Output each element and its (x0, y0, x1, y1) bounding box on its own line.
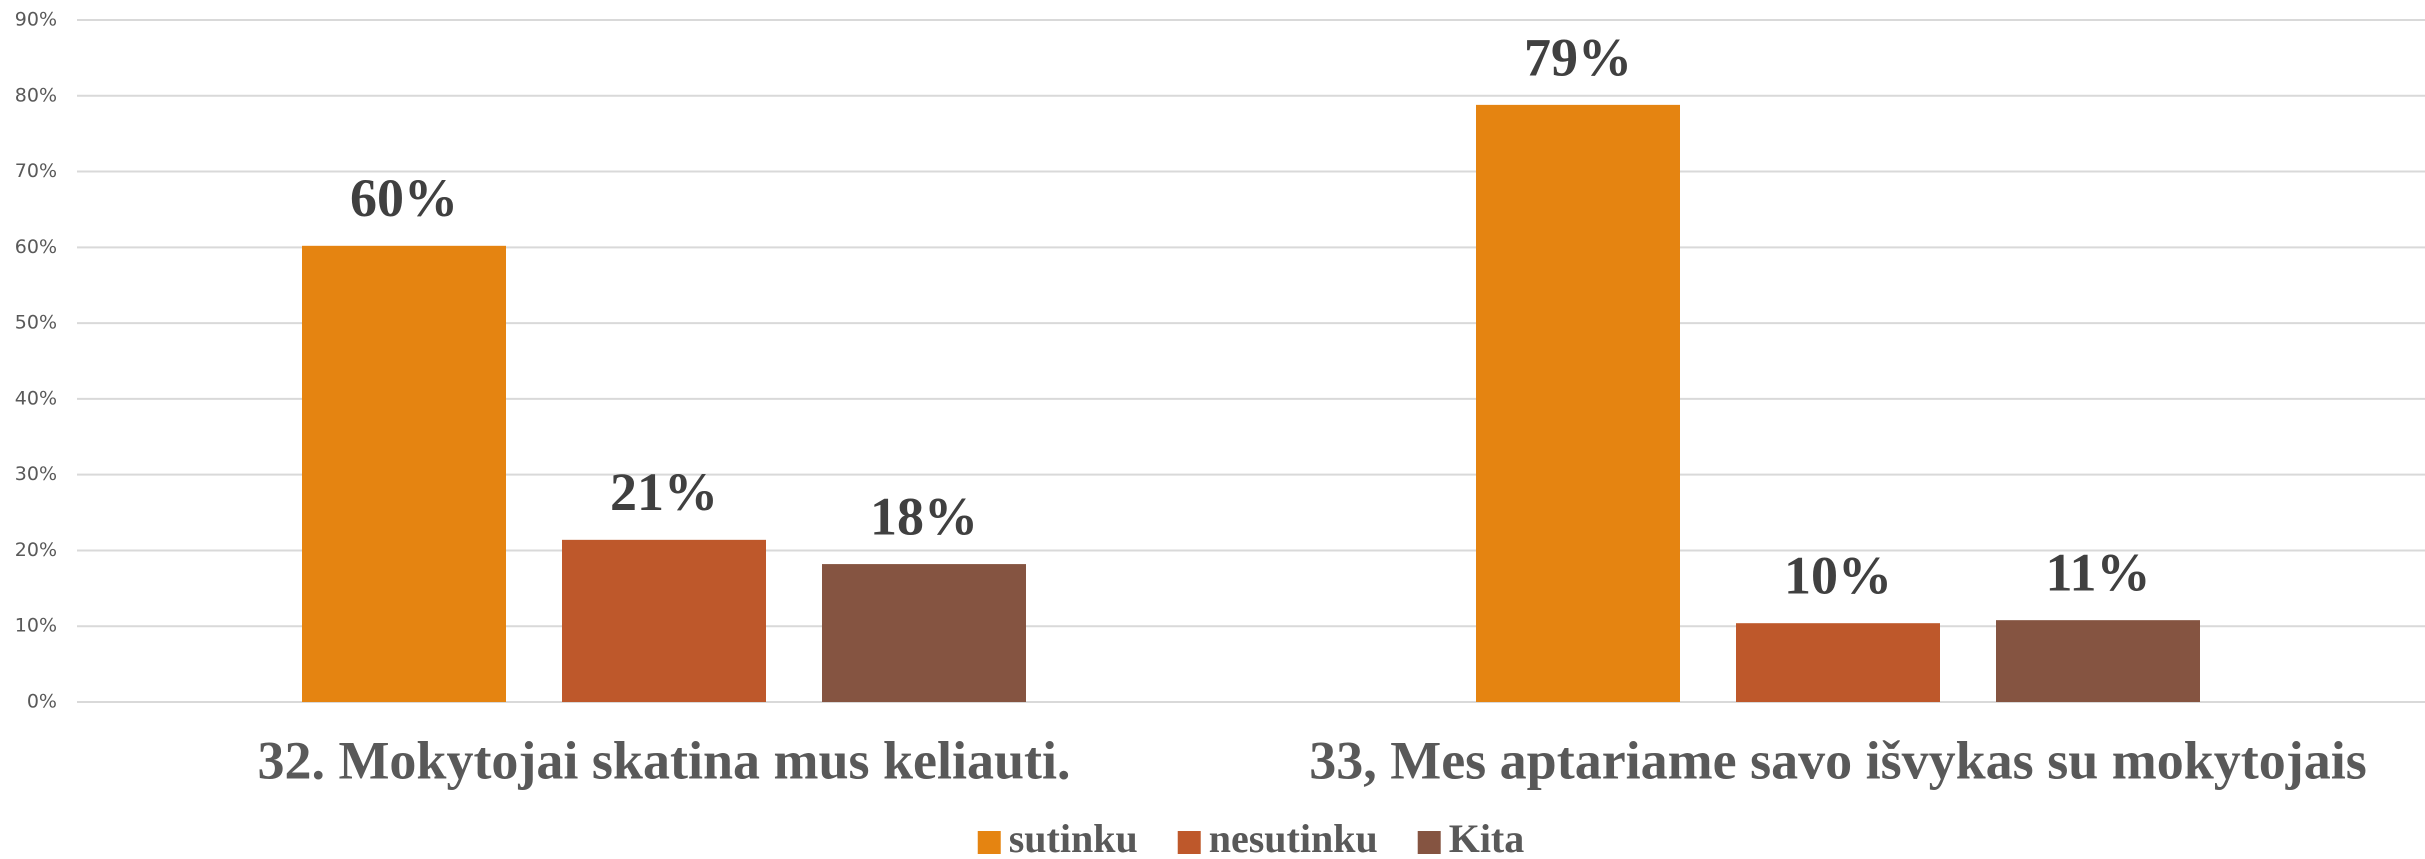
x-tick-label: 33, Mes aptariame savo išvykas su mokyto… (1309, 730, 2367, 790)
value-label: 79% (1524, 27, 1632, 87)
y-tick-label: 10% (15, 615, 57, 637)
x-tick-label: 32. Mokytojai skatina mus keliauti. (257, 730, 1070, 790)
value-label: 60% (350, 168, 458, 228)
y-tick-label: 50% (15, 312, 57, 334)
legend-swatch (1417, 831, 1441, 854)
y-tick-label: 70% (15, 160, 57, 182)
y-tick-label: 80% (15, 84, 57, 106)
bar (562, 539, 766, 702)
bar (302, 245, 506, 702)
bar (1476, 104, 1680, 703)
legend-label: nesutinku (1209, 816, 1378, 859)
y-tick-label: 0% (27, 691, 57, 713)
legend-label: Kita (1449, 816, 1525, 859)
legend-swatch (1177, 831, 1201, 854)
legend-swatch (977, 831, 1001, 854)
y-tick-label: 60% (15, 236, 57, 258)
y-tick-label: 40% (15, 387, 57, 409)
legend-label: sutinku (1009, 816, 1138, 859)
y-tick-label: 20% (15, 539, 57, 561)
y-tick-label: 30% (15, 463, 57, 485)
value-label: 18% (870, 486, 978, 546)
bar (1736, 623, 1940, 702)
value-label: 21% (610, 462, 718, 522)
value-label: 10% (1784, 546, 1892, 606)
bar (1996, 620, 2200, 702)
y-tick-label: 90% (15, 9, 57, 31)
bar (822, 564, 1026, 702)
value-label: 11% (2045, 543, 2150, 603)
